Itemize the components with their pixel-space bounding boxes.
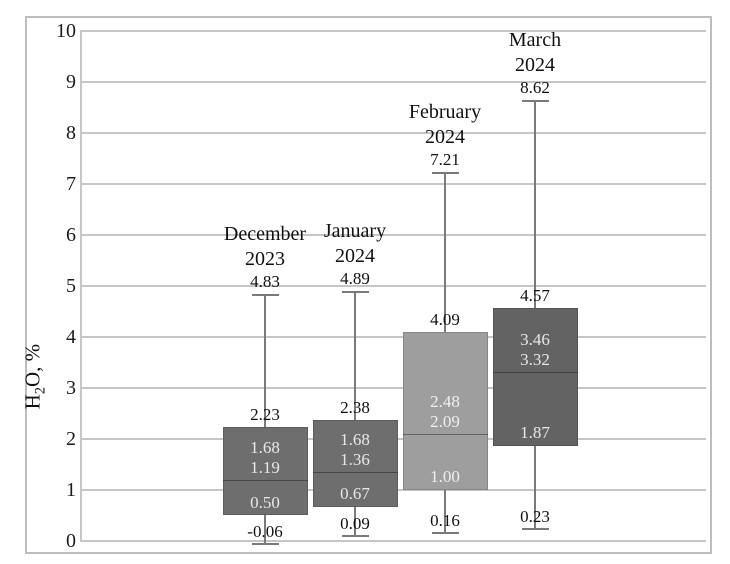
y-tick-label: 0 <box>66 530 76 552</box>
y-tick-label: 10 <box>56 20 76 42</box>
median-line <box>402 434 488 436</box>
whisker-low-label: -0.06 <box>247 522 283 542</box>
upper-inner-label: 3.46 <box>520 329 550 349</box>
y-tick-label: 1 <box>66 479 76 501</box>
whisker-high-label: 7.21 <box>430 150 460 170</box>
whisker-low-label: 0.23 <box>520 507 550 527</box>
y-tick-label: 3 <box>66 377 76 399</box>
box-top-label: 4.57 <box>520 285 550 305</box>
gridline <box>82 30 706 32</box>
whisker-cap-low <box>431 531 459 534</box>
gridline <box>82 183 706 185</box>
column-title-line: 2024 <box>335 244 375 267</box>
column-header: March 2024 8.62 <box>455 28 615 98</box>
whisker-cap-high <box>341 290 369 293</box>
upper-inner-label: 2.48 <box>430 392 460 412</box>
gridline <box>82 81 706 83</box>
y-tick-label: 9 <box>66 71 76 93</box>
median-label: 1.19 <box>250 458 280 478</box>
box-top-label: 4.09 <box>430 310 460 330</box>
column-header: January 2024 4.89 <box>275 219 435 289</box>
whisker-low-label: 0.09 <box>340 514 370 534</box>
y-tick-label: 2 <box>66 428 76 450</box>
column-title-line: March <box>508 29 562 52</box>
box-bottom-label: 0.50 <box>250 492 280 512</box>
whisker-cap-high <box>521 100 549 103</box>
column-header: December 2023 4.83 <box>185 222 345 292</box>
box-inner-labels: 1.68 1.36 <box>295 430 415 470</box>
gridline <box>82 285 706 287</box>
box-bottom-label: 0.67 <box>340 483 370 503</box>
gridline <box>82 540 706 542</box>
column-title-line: 2023 <box>245 247 285 270</box>
gridline <box>82 234 706 236</box>
y-tick-label: 5 <box>66 275 76 297</box>
whisker-cap-low <box>341 535 369 538</box>
gridline <box>82 387 706 389</box>
gridline <box>82 336 706 338</box>
whisker-line <box>354 291 356 537</box>
box-bottom-label: 1.00 <box>430 467 460 486</box>
whisker-cap-low <box>251 543 279 546</box>
box-top-label: 2.38 <box>340 397 370 417</box>
column-title-line: December <box>223 222 307 245</box>
whisker-high-label: 8.62 <box>520 78 550 98</box>
column-title-line: January <box>323 219 387 242</box>
box-inner-labels: 2.48 2.09 <box>385 392 505 432</box>
box <box>402 332 488 490</box>
column-title-line: 2024 <box>515 54 555 77</box>
whisker-low-label: 0.16 <box>430 510 460 530</box>
y-tick-label: 7 <box>66 173 76 195</box>
box-inner-labels: 1.68 1.19 <box>205 438 325 478</box>
whisker-cap-low <box>521 528 549 531</box>
upper-inner-label: 1.68 <box>250 438 280 458</box>
y-axis-line <box>80 30 82 542</box>
whisker-high-label: 4.89 <box>340 268 370 288</box>
box <box>222 427 308 516</box>
column-title-line: 2024 <box>425 126 465 149</box>
median-label: 2.09 <box>430 412 460 432</box>
median-line <box>492 371 578 373</box>
whisker-high-label: 4.83 <box>250 271 280 291</box>
y-tick-label: 6 <box>66 224 76 246</box>
box <box>492 307 578 446</box>
gridline <box>82 132 706 134</box>
median-line <box>222 480 308 482</box>
whisker-cap-high <box>431 172 459 175</box>
figure-border <box>25 16 712 554</box>
box-inner-labels: 3.46 3.32 <box>475 330 595 370</box>
median-label: 1.36 <box>340 449 370 469</box>
box <box>312 419 398 507</box>
column-title-line: February <box>408 101 482 124</box>
y-tick-label: 8 <box>66 122 76 144</box>
whisker-line <box>264 294 266 545</box>
upper-inner-label: 1.68 <box>340 429 370 449</box>
whisker-cap-high <box>251 293 279 296</box>
box-bottom-label: 1.87 <box>520 422 550 442</box>
column-header: February 2024 7.21 <box>365 100 525 170</box>
y-tick-label: 4 <box>66 326 76 348</box>
box-top-label: 2.23 <box>250 405 280 425</box>
median-label: 3.32 <box>520 349 550 369</box>
median-line <box>312 471 398 473</box>
